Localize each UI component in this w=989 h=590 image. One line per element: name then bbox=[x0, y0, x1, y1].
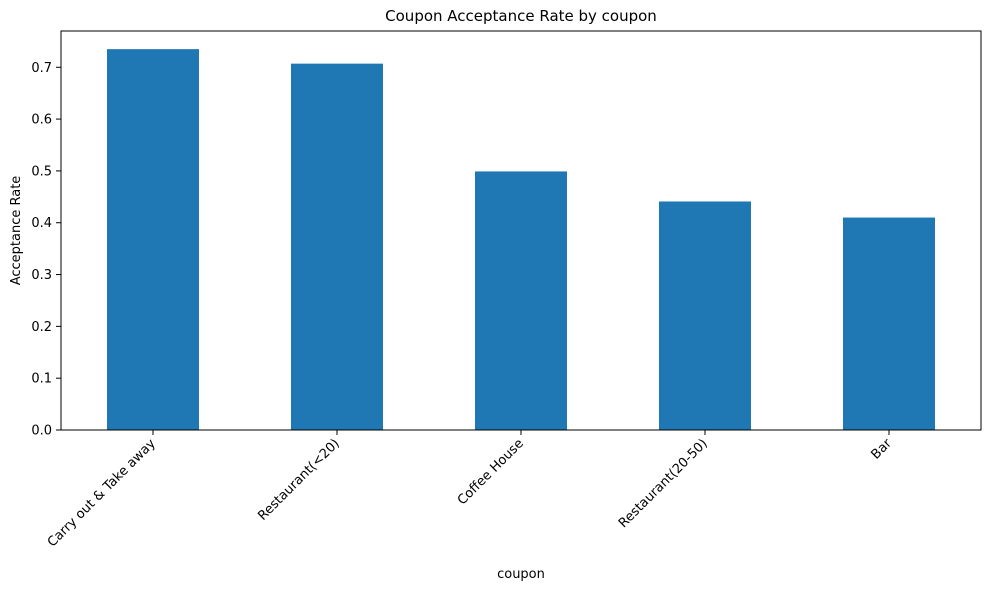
x-axis-title: coupon bbox=[497, 567, 545, 582]
y-tick-label: 0.7 bbox=[31, 61, 52, 76]
y-tick-label: 0.3 bbox=[31, 268, 52, 283]
x-tick-label: Restaurant(<20) bbox=[255, 436, 343, 524]
bars-group bbox=[107, 49, 935, 431]
y-tick-label: 0.1 bbox=[31, 372, 52, 387]
y-tick-label: 0.6 bbox=[31, 113, 52, 128]
y-tick-label: 0.4 bbox=[31, 216, 52, 231]
y-axis-title: Acceptance Rate bbox=[9, 176, 24, 286]
bar bbox=[475, 171, 567, 430]
x-tick-label: Restaurant(20-50) bbox=[616, 436, 711, 531]
x-axis: Carry out & Take away Restaurant(<20) Coff… bbox=[45, 430, 895, 550]
y-axis: 0.0 0.1 0.2 0.3 0.4 0.5 0.6 0.7 bbox=[31, 61, 61, 439]
y-tick-label: 0.2 bbox=[31, 320, 52, 335]
bar bbox=[291, 63, 383, 431]
chart-title: Coupon Acceptance Rate by coupon bbox=[385, 7, 657, 25]
bar bbox=[107, 49, 199, 430]
x-tick-label: Carry out & Take away bbox=[45, 436, 159, 550]
y-tick-label: 0.0 bbox=[31, 424, 52, 439]
x-tick-label: Coffee House bbox=[455, 436, 527, 508]
y-tick-label: 0.5 bbox=[31, 164, 52, 179]
bar bbox=[843, 217, 935, 430]
bar bbox=[659, 201, 751, 430]
x-tick-label: Bar bbox=[868, 436, 895, 463]
